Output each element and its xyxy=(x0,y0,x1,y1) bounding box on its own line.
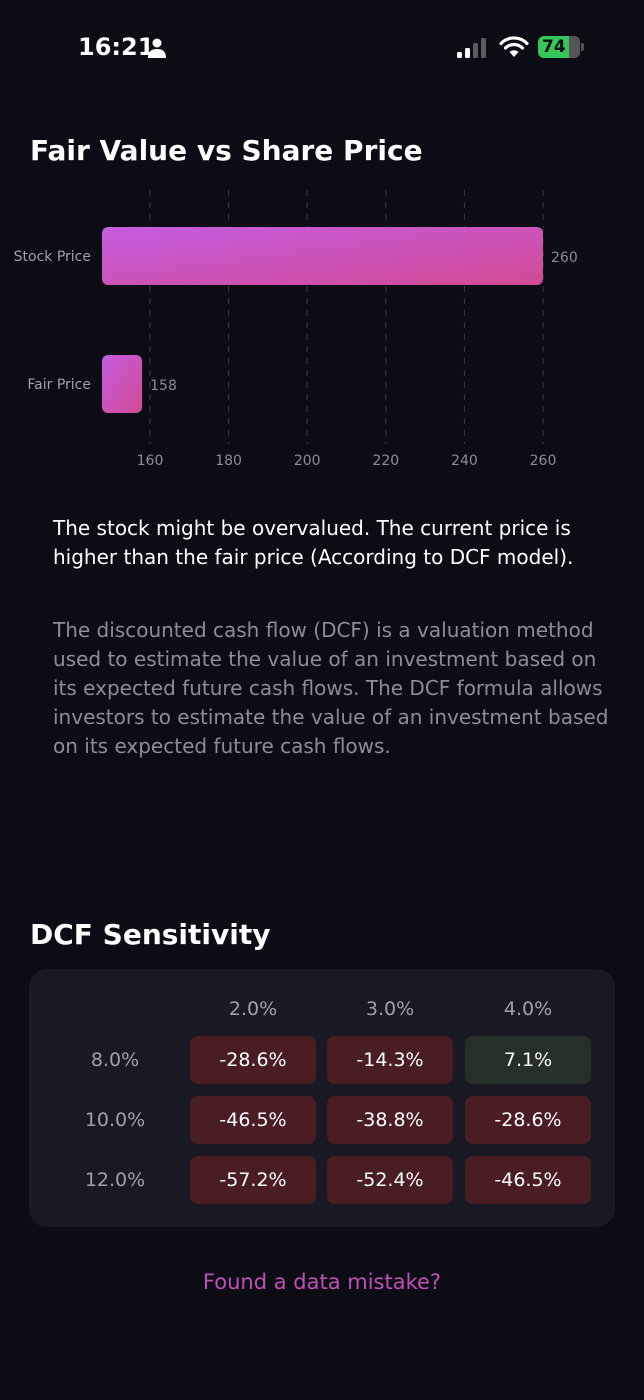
bar-fair-price xyxy=(102,355,143,413)
row-header: 10.0% xyxy=(84,1109,146,1131)
x-tick-label: 220 xyxy=(372,453,399,469)
status-time: 16:21 xyxy=(78,33,155,61)
battery-icon: 74 xyxy=(538,36,586,58)
chart-title: Fair Value vs Share Price xyxy=(30,134,423,167)
bar-stock-price xyxy=(102,227,543,285)
report-mistake-link[interactable]: Found a data mistake? xyxy=(202,1270,442,1294)
signal-icon xyxy=(457,38,486,58)
value-label: 158 xyxy=(150,378,177,394)
sensitivity-cell: -14.3% xyxy=(327,1036,453,1084)
row-header: 8.0% xyxy=(90,1049,140,1071)
category-label: Fair Price xyxy=(27,377,91,393)
column-header: 2.0% xyxy=(228,998,278,1020)
sensitivity-cell: -38.8% xyxy=(327,1096,453,1144)
fair-value-chart: 160 180 200 220 240 260 Stock Price 260 Fair Pri… xyxy=(14,190,578,469)
sensitivity-cell: -46.5% xyxy=(190,1096,316,1144)
sensitivity-title: DCF Sensitivity xyxy=(30,918,271,951)
x-tick-label: 160 xyxy=(137,453,164,469)
sensitivity-cell: -46.5% xyxy=(465,1156,591,1204)
x-tick-label: 240 xyxy=(451,453,478,469)
column-header: 3.0% xyxy=(365,998,415,1020)
column-header: 4.0% xyxy=(503,998,553,1020)
wifi-icon xyxy=(499,36,529,57)
row-header: 12.0% xyxy=(84,1169,146,1191)
person-icon xyxy=(148,38,166,58)
valuation-summary: The stock might be overvalued. The curre… xyxy=(53,516,574,569)
sensitivity-table: 2.0% 3.0% 4.0% 8.0% -28.6% -14.3% 7.1% 1… xyxy=(29,969,615,1227)
dcf-explanation: The discounted cash flow (DCF) is a valu… xyxy=(53,618,609,758)
value-label: 260 xyxy=(551,250,578,266)
x-tick-label: 200 xyxy=(294,453,321,469)
sensitivity-cell: -28.6% xyxy=(465,1096,591,1144)
status-bar: 16:21 74 xyxy=(0,0,644,96)
sensitivity-cell: -57.2% xyxy=(190,1156,316,1204)
category-label: Stock Price xyxy=(14,249,91,265)
x-tick-label: 180 xyxy=(215,453,242,469)
battery-level: 74 xyxy=(542,37,566,57)
x-tick-label: 260 xyxy=(530,453,557,469)
sensitivity-cell: -28.6% xyxy=(190,1036,316,1084)
sensitivity-cell: 7.1% xyxy=(465,1036,591,1084)
sensitivity-cell: -52.4% xyxy=(327,1156,453,1204)
